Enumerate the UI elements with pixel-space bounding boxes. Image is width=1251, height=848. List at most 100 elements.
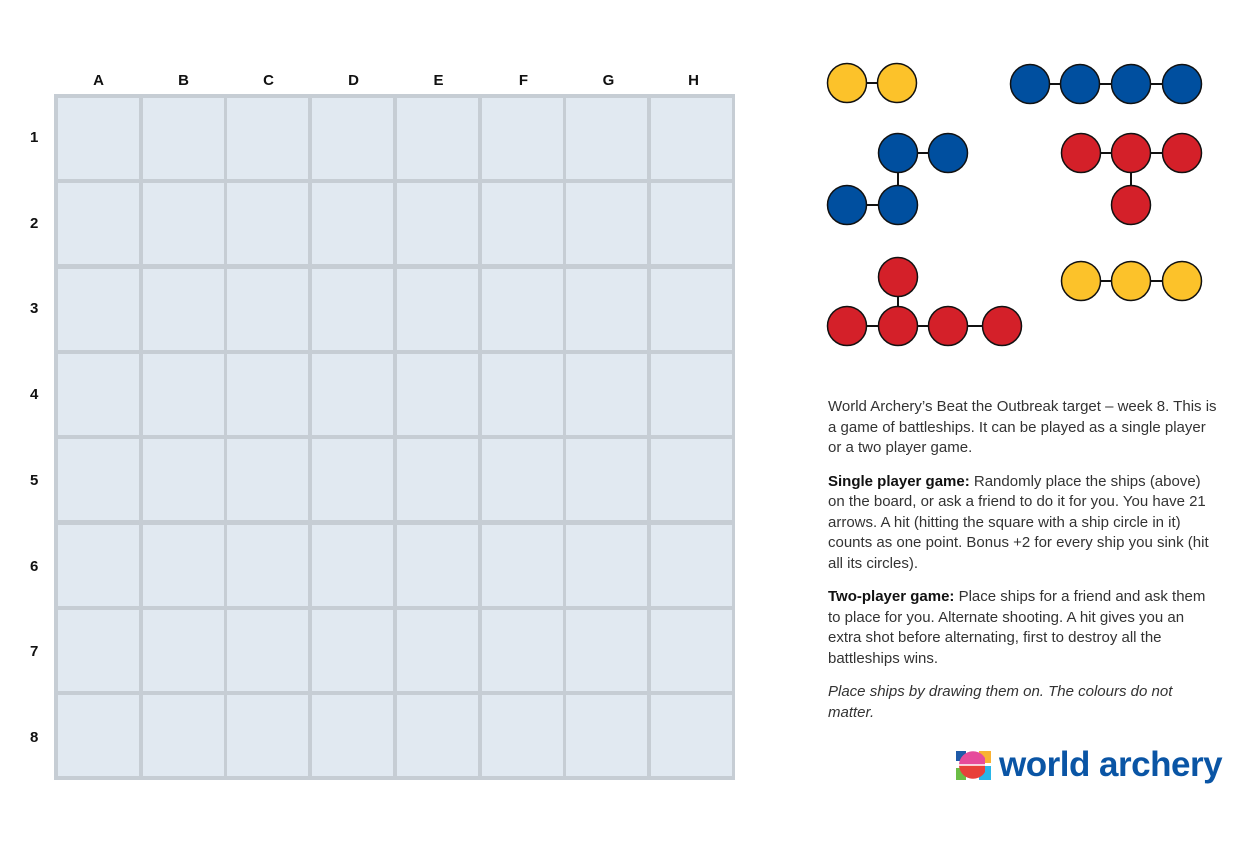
column-label: A [93, 72, 104, 89]
cell-C6[interactable] [227, 524, 309, 606]
cell-D7[interactable] [312, 609, 394, 691]
cell-C8[interactable] [227, 695, 309, 777]
cell-A3[interactable] [58, 268, 139, 350]
row-label: 8 [30, 728, 39, 746]
cell-E2[interactable] [396, 183, 478, 265]
cell-F3[interactable] [481, 268, 563, 350]
cell-C7[interactable] [227, 609, 309, 691]
cell-H3[interactable] [650, 268, 732, 350]
cell-B2[interactable] [142, 183, 224, 265]
cell-G5[interactable] [566, 439, 648, 521]
cell-C5[interactable] [227, 439, 309, 521]
ship-circle [1161, 260, 1203, 302]
cell-E8[interactable] [396, 695, 478, 777]
cell-E4[interactable] [396, 353, 478, 435]
cell-H4[interactable] [650, 353, 732, 435]
cell-H5[interactable] [650, 439, 732, 521]
column-label: H [688, 72, 699, 89]
cell-D6[interactable] [312, 524, 394, 606]
ship-circle [1110, 184, 1152, 226]
cell-G3[interactable] [566, 268, 648, 350]
cell-A6[interactable] [58, 524, 139, 606]
cell-F7[interactable] [481, 609, 563, 691]
cell-B3[interactable] [142, 268, 224, 350]
ship-circle [877, 305, 919, 347]
battleship-board [54, 94, 735, 780]
ship-circle [1060, 132, 1102, 174]
cell-E6[interactable] [396, 524, 478, 606]
cell-E5[interactable] [396, 439, 478, 521]
column-label: C [263, 72, 274, 89]
cell-C1[interactable] [227, 98, 309, 179]
ship-blue-4 [1009, 63, 1203, 105]
cell-A1[interactable] [58, 98, 139, 179]
cell-F2[interactable] [481, 183, 563, 265]
cell-B7[interactable] [142, 609, 224, 691]
ship-circle [826, 305, 868, 347]
cell-A5[interactable] [58, 439, 139, 521]
cell-C3[interactable] [227, 268, 309, 350]
ship-circle [981, 305, 1023, 347]
cell-G7[interactable] [566, 609, 648, 691]
cell-G2[interactable] [566, 183, 648, 265]
cell-B5[interactable] [142, 439, 224, 521]
cell-F4[interactable] [481, 353, 563, 435]
cell-F8[interactable] [481, 695, 563, 777]
cell-D3[interactable] [312, 268, 394, 350]
ships-legend [826, 62, 1203, 347]
ship-circle [927, 132, 969, 174]
cell-B8[interactable] [142, 695, 224, 777]
cell-F1[interactable] [481, 98, 563, 179]
cell-C4[interactable] [227, 353, 309, 435]
row-label: 7 [30, 643, 39, 661]
cell-B6[interactable] [142, 524, 224, 606]
cell-B4[interactable] [142, 353, 224, 435]
ship-yellow-3 [1060, 260, 1203, 302]
cell-H1[interactable] [650, 98, 732, 179]
ship-yellow-2 [826, 62, 918, 104]
two-player-rules: Two-player game: Place ships for a frien… [828, 588, 1206, 667]
ship-circle [1009, 63, 1051, 105]
cell-D5[interactable] [312, 439, 394, 521]
cell-F5[interactable] [481, 439, 563, 521]
ship-red-t [1060, 132, 1203, 226]
cell-D1[interactable] [312, 98, 394, 179]
ship-circle [1110, 260, 1152, 302]
cell-A8[interactable] [58, 695, 139, 777]
cell-E3[interactable] [396, 268, 478, 350]
cell-H8[interactable] [650, 695, 732, 777]
cell-A2[interactable] [58, 183, 139, 265]
ship-circle [1161, 63, 1203, 105]
column-label: D [348, 72, 359, 89]
cell-G1[interactable] [566, 98, 648, 179]
cell-H2[interactable] [650, 183, 732, 265]
column-label: G [602, 72, 615, 89]
column-label: B [178, 72, 189, 89]
cell-A7[interactable] [58, 609, 139, 691]
target-logo-icon [955, 748, 991, 782]
cell-D4[interactable] [312, 353, 394, 435]
cell-G4[interactable] [566, 353, 648, 435]
single-player-rules: Single player game: Randomly place the s… [828, 472, 1209, 572]
column-label: E [433, 72, 444, 89]
cell-H7[interactable] [650, 609, 732, 691]
cell-E1[interactable] [396, 98, 478, 179]
cell-G8[interactable] [566, 695, 648, 777]
cell-D2[interactable] [312, 183, 394, 265]
cell-C2[interactable] [227, 183, 309, 265]
row-label: 5 [30, 471, 39, 489]
ship-circle [877, 184, 919, 226]
row-label: 1 [30, 129, 39, 146]
ship-circle [826, 62, 868, 104]
ship-circle [1060, 260, 1102, 302]
cell-F6[interactable] [481, 524, 563, 606]
cell-D8[interactable] [312, 695, 394, 777]
cell-B1[interactable] [142, 98, 224, 179]
cell-E7[interactable] [396, 609, 478, 691]
ship-circle [877, 132, 919, 174]
ship-circle [1059, 63, 1101, 105]
cell-H6[interactable] [650, 524, 732, 606]
cell-G6[interactable] [566, 524, 648, 606]
cell-A4[interactable] [58, 353, 139, 435]
ship-circle [826, 184, 868, 226]
